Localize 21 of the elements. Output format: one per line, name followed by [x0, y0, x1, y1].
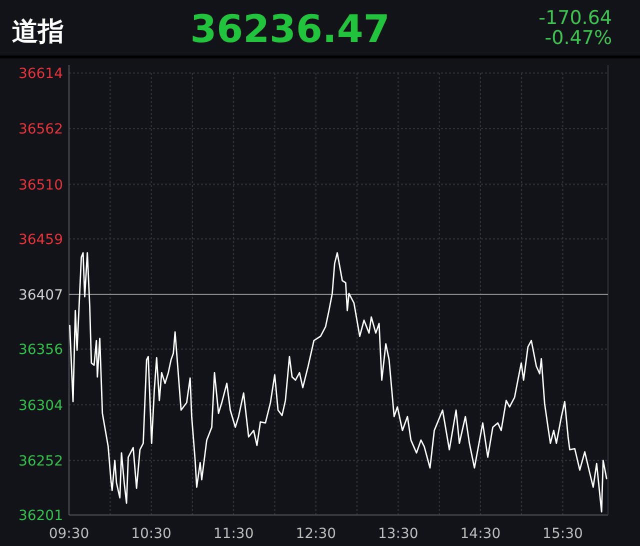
y-tick-label: 36614 [18, 66, 64, 82]
line-series [69, 252, 608, 512]
chart-subtitle: 36236.47 [190, 7, 390, 51]
y-tick-label: 36356 [18, 342, 64, 358]
chart-title: 道指 [12, 17, 64, 47]
y-tick-label: 36459 [18, 232, 63, 248]
text: -170.64 [538, 7, 612, 29]
x-tick-label: 14:30 [460, 526, 501, 542]
x-tick-label: 13:30 [378, 526, 418, 542]
x-tick-label: 11:30 [213, 526, 254, 542]
x-tick-label: 15:30 [542, 526, 583, 542]
x-tick-label: 09:30 [48, 526, 90, 542]
y-tick-label: 36407 [18, 288, 63, 304]
y-tick-label: 36304 [18, 398, 64, 414]
y-tick-label: 36201 [18, 508, 63, 524]
x-tick-label: 12:30 [296, 526, 336, 542]
text: -0.47% [544, 27, 612, 49]
y-tick-label: 36252 [18, 453, 63, 470]
y-tick-label: 36510 [18, 177, 63, 194]
x-tick-label: 10:30 [131, 526, 172, 542]
y-tick-label: 36562 [18, 122, 63, 138]
